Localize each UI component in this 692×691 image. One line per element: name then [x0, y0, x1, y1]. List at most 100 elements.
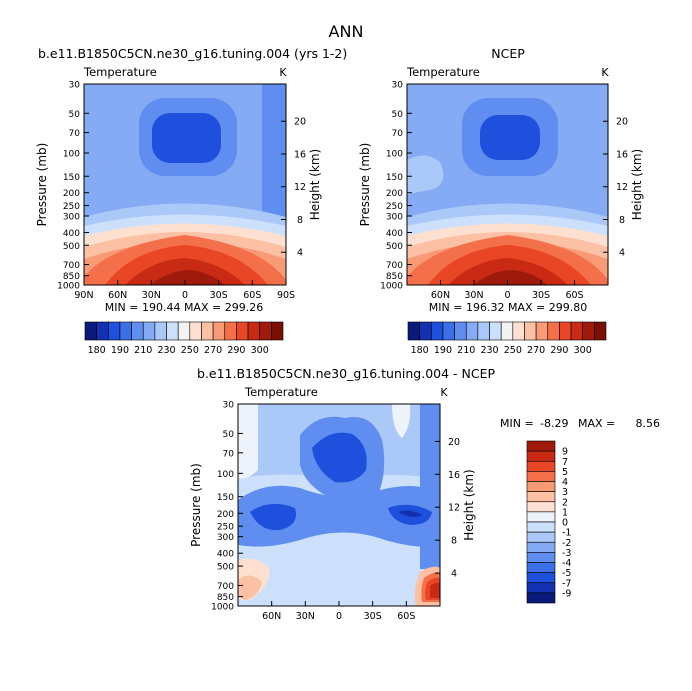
lat-tick-label: 0 — [336, 611, 342, 622]
colorbar-swatch — [154, 321, 167, 341]
height-tick-label: 4 — [451, 569, 457, 580]
colorbar-label: -5 — [562, 568, 571, 579]
colorbar-label: 1 — [562, 507, 568, 518]
pressure-tick-label: 700 — [386, 261, 403, 271]
height-tick-label: 20 — [448, 437, 460, 448]
pressure-tick-label: 30 — [392, 81, 404, 91]
colorbar-swatch — [454, 321, 467, 341]
pressure-tick-label: 500 — [386, 242, 403, 252]
pressure-tick-label: 200 — [386, 189, 403, 199]
colorbar-swatch — [96, 321, 109, 341]
panel-diff-max-label: MAX = — [578, 417, 615, 430]
panel-model: b.e11.B1850C5CN.ne30_g16.tuning.004 (yrs… — [35, 46, 347, 356]
pressure-tick-label: 250 — [386, 202, 403, 212]
lat-tick-label: 60N — [431, 290, 450, 301]
pressure-tick-label: 200 — [63, 189, 80, 199]
pressure-tick-label: 70 — [392, 129, 404, 139]
colorbar-swatch — [142, 321, 156, 341]
colorbar-swatch — [526, 501, 556, 513]
pressure-tick-label: 300 — [63, 212, 80, 222]
height-tick-label: 8 — [297, 215, 303, 226]
panel-ncep-colorbar: 180 190 210 230 250 270 290 300 — [407, 321, 607, 356]
height-tick-label: 8 — [451, 536, 457, 547]
pressure-tick-label: 50 — [392, 110, 404, 120]
colorbar-swatch — [526, 471, 556, 482]
colorbar-label: 4 — [562, 477, 568, 488]
colorbar-swatch — [177, 321, 191, 341]
colorbar-swatch — [512, 321, 525, 341]
colorbar-swatch — [407, 321, 420, 341]
lat-tick-label: 60S — [243, 290, 261, 301]
pressure-tick-label: 300 — [386, 212, 403, 222]
height-tick-label: 12 — [294, 182, 306, 193]
pressure-axis-label: Pressure (mb) — [35, 143, 49, 227]
pressure-tick-label: 100 — [217, 470, 234, 480]
colorbar-swatch — [526, 582, 556, 594]
pressure-tick-label: 1000 — [380, 282, 403, 292]
colorbar-label: 210 — [457, 345, 475, 356]
pressure-tick-label: 850 — [63, 272, 80, 282]
colorbar-swatch — [547, 321, 560, 341]
colorbar-swatch — [594, 321, 607, 341]
pressure-tick-label: 1000 — [211, 603, 234, 613]
height-tick-label: 20 — [616, 117, 628, 128]
panel-diff-units: K — [440, 386, 448, 399]
pressure-tick-label: 50 — [223, 430, 235, 440]
colorbar-swatch — [442, 321, 455, 341]
colorbar-label: 3 — [562, 487, 568, 498]
lat-tick-label: 30N — [464, 290, 483, 301]
panel-ncep-units: K — [601, 66, 609, 79]
colorbar-swatch — [526, 562, 556, 573]
colorbar-label: 190 — [111, 345, 129, 356]
colorbar-swatch — [526, 572, 556, 584]
colorbar-swatch — [419, 321, 432, 341]
pressure-tick-label: 150 — [63, 173, 80, 183]
panel-diff-min-label: MIN = — [500, 417, 534, 430]
pressure-tick-label: 150 — [217, 493, 234, 503]
colorbar-swatch — [535, 321, 549, 341]
colorbar-swatch — [526, 440, 556, 452]
colorbar-label: 9 — [562, 447, 568, 458]
colorbar-label: -1 — [562, 528, 571, 539]
colorbar-swatch — [526, 511, 556, 523]
colorbar-label: 300 — [574, 345, 592, 356]
colorbar-swatch — [119, 321, 132, 341]
panel-diff: b.e11.B1850C5CN.ne30_g16.tuning.004 - NC… — [189, 366, 660, 622]
colorbar-label: -4 — [562, 558, 571, 569]
pressure-tick-label: 30 — [223, 401, 235, 411]
colorbar-label: 270 — [204, 345, 222, 356]
colorbar-swatch — [526, 521, 556, 533]
pressure-tick-label: 250 — [63, 202, 80, 212]
colorbar-label: 250 — [504, 345, 522, 356]
height-tick-label: 16 — [294, 149, 306, 160]
lat-tick-label: 30N — [142, 290, 161, 301]
pressure-tick-label: 1000 — [57, 282, 80, 292]
lat-tick-label: 60N — [262, 611, 281, 622]
lat-tick-label: 90S — [277, 290, 295, 301]
colorbar-label: 7 — [562, 457, 568, 468]
colorbar-swatch — [559, 321, 572, 341]
lat-tick-label: 30S — [210, 290, 228, 301]
height-tick-label: 20 — [294, 117, 306, 128]
colorbar-label: 290 — [550, 345, 568, 356]
colorbar-swatch — [526, 541, 556, 553]
panel-diff-min-value: -8.29 — [540, 417, 568, 430]
panel-model-stats: MIN = 190.44 MAX = 299.26 — [105, 301, 263, 314]
panel-ncep-subtitle: Temperature — [406, 65, 480, 79]
lat-tick-label: 30S — [364, 611, 382, 622]
panel-diff-max-value: 8.56 — [636, 417, 661, 430]
panel-model-subtitle: Temperature — [83, 65, 157, 79]
lat-tick-label: 60S — [397, 611, 415, 622]
colorbar-label: -7 — [562, 578, 571, 589]
colorbar-swatch — [526, 450, 556, 462]
pressure-tick-label: 400 — [63, 229, 80, 239]
colorbar-swatch — [201, 321, 214, 341]
colorbar-label: 250 — [181, 345, 199, 356]
pressure-tick-label: 70 — [69, 129, 81, 139]
colorbar-swatch — [526, 552, 556, 563]
colorbar-label: 210 — [134, 345, 152, 356]
colorbar-swatch — [224, 321, 237, 341]
colorbar-swatch — [526, 460, 556, 472]
